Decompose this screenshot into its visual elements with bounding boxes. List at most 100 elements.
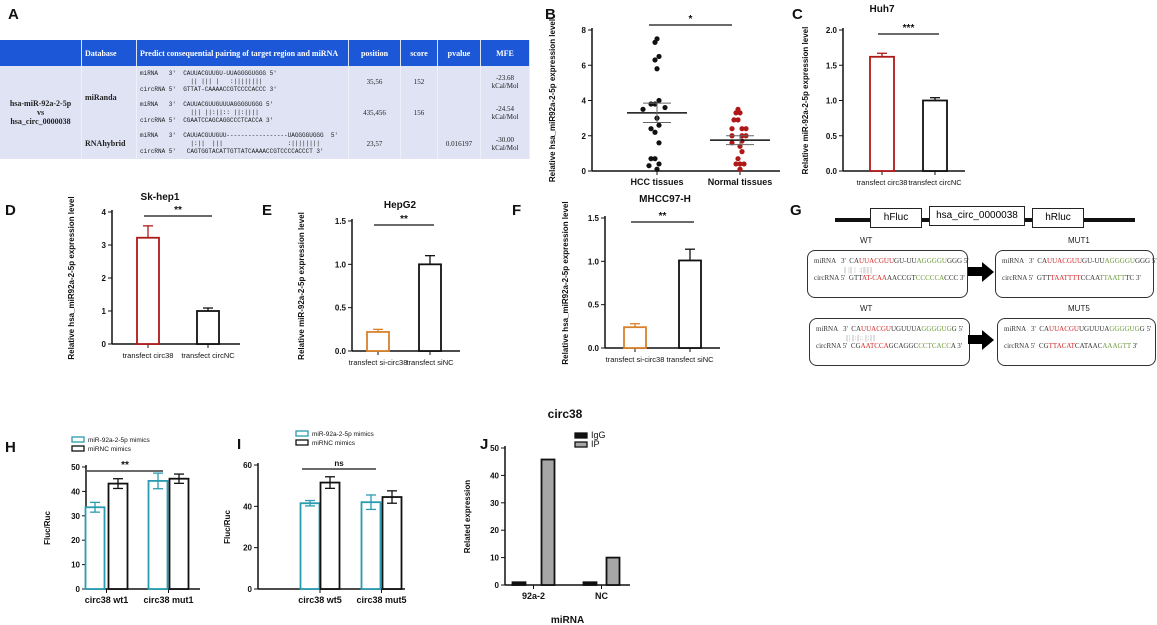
sequence-segment: TTAATT xyxy=(1099,274,1126,282)
bonds: ||| ||:||:: ||:|||| xyxy=(140,108,259,116)
database-rnahybrid: RNAhybrid xyxy=(81,128,137,159)
y-tick-label: 1.5 xyxy=(588,214,600,223)
arrow-icon xyxy=(968,335,983,344)
significance-label: ** xyxy=(659,211,667,222)
x-tick-label: circ38 wt1 xyxy=(85,595,129,605)
bar xyxy=(136,236,160,345)
y-tick-label: 10 xyxy=(71,561,80,570)
arrow-icon xyxy=(968,267,983,276)
y-tick-label: 2 xyxy=(582,132,587,141)
wt-card: miRNA 3' CAUUACGUUGU-UUAGGGGUGGG 5' || |… xyxy=(807,250,969,298)
data-point xyxy=(729,126,735,132)
arrow-head-icon xyxy=(982,330,994,350)
mirna-seq: miRNA 3' CAUUACGUUGU-UUAGGGGUGGG 5' xyxy=(140,69,277,77)
chart-title: MHCC97-H xyxy=(639,194,691,205)
mut-card: miRNA 3' CAUUACGUUGU-UUAGGGGUGGG 5' circR… xyxy=(995,250,1157,298)
bonds: || ||| | :|||||||| xyxy=(814,266,873,274)
significance-label: *** xyxy=(903,23,915,34)
bar xyxy=(319,481,341,590)
data-point xyxy=(656,122,662,128)
sequence-segment: miRNA 3' CA xyxy=(1002,257,1048,265)
y-tick-label: 30 xyxy=(490,499,499,508)
legend-label: miR-92a-2-5p mimics xyxy=(88,437,151,444)
panel-letter-d: D xyxy=(5,202,16,219)
sequence-segment: GGGGUG xyxy=(1109,325,1140,333)
bar xyxy=(84,506,106,590)
pairing-cell: miRNA 3' CAUUACGUUGUU-----------------UA… xyxy=(136,128,349,159)
data-point xyxy=(640,106,646,112)
sequence-segment: UUACGU xyxy=(861,325,891,333)
data-point xyxy=(652,57,658,63)
y-axis-label: Fluc/Ruc xyxy=(43,511,52,545)
data-point xyxy=(737,166,743,172)
x-tick-label: circ38 mut1 xyxy=(143,595,193,605)
bar xyxy=(360,501,382,590)
y-tick-label: 30 xyxy=(71,512,80,521)
x-tick-label: Normal tissues xyxy=(708,177,773,187)
data-point xyxy=(737,161,743,167)
panel-letter-g: G xyxy=(790,202,802,219)
circ-seq: circRNA 5' CGAATCCAGCAGGCCCTCACCA 3' xyxy=(140,116,274,124)
pvalue-cell xyxy=(437,97,481,128)
y-tick-label: 10 xyxy=(490,554,499,563)
y-tick-label: 6 xyxy=(582,61,587,70)
y-tick-label: 1.0 xyxy=(335,260,347,269)
panel-letter-f: F xyxy=(512,202,522,219)
sequence-segment: miRNA 3' CA xyxy=(1004,325,1050,333)
sequence-segment: UUACGUU xyxy=(1047,257,1083,265)
mut-mirna-seq: miRNA 3' CAUUACGUUGU-UUAGGGGUGGG 5' xyxy=(1002,256,1157,267)
chart-title: Huh7 xyxy=(870,4,895,15)
sequence-segment: CATAAC xyxy=(1074,342,1103,350)
panel-letter-e: E xyxy=(262,202,273,219)
wt-circ-seq: circRNA 5' CGAATCCAGCAGGCCCTCACCA 3' xyxy=(816,341,963,352)
significance-label: ** xyxy=(400,214,408,225)
y-axis-label: Fluc/Ruc xyxy=(223,510,232,544)
y-tick-label: 0 xyxy=(495,581,500,590)
y-tick-label: 40 xyxy=(490,471,499,480)
y-tick-label: 0 xyxy=(248,585,253,594)
bar xyxy=(168,477,190,590)
data-point xyxy=(739,126,745,132)
legend-label: IgG xyxy=(591,430,606,440)
x-tick-label: circ38 wt5 xyxy=(298,595,342,605)
chart-title: HepG2 xyxy=(384,200,417,211)
mirna-seq: miRNA 3' CAUUACGUUGUU-----------------UA… xyxy=(140,131,339,139)
circ-seq: circRNA 5' CAGTGGTACATTGTTATCAAAACCGTCCC… xyxy=(140,147,324,155)
significance-label: * xyxy=(689,14,693,25)
hfluc-box: hFluc xyxy=(870,208,922,228)
wt-mirna-seq: miRNA 3' CAUUACGUUGUUUAGGGGUGG 5' xyxy=(816,324,963,335)
sequence-segment: UGUUUA xyxy=(1078,325,1110,333)
bonds: |:|| ||| :|||||||| xyxy=(140,139,321,147)
legend-label: miRNC mimics xyxy=(88,446,132,453)
mirna-name: hsa-miR-92a-2-5p xyxy=(9,99,72,108)
score-cell: 152 xyxy=(400,66,438,97)
x-tick-label: transfect si-circ38 xyxy=(349,358,408,367)
sequence-segment: miRNA 3' CA xyxy=(816,325,862,333)
chart-j: 0 10 20 30 40 50 Related expression circ38 miRNA… xyxy=(463,407,630,625)
sequence-segment: G 5' xyxy=(951,325,964,333)
circ-box: hsa_circ_0000038 xyxy=(929,206,1025,226)
data-point xyxy=(743,126,749,132)
score-cell: 156 xyxy=(400,97,438,128)
panel-letter-j: J xyxy=(480,436,489,453)
header-database: Database xyxy=(81,40,137,66)
data-point xyxy=(737,110,743,116)
bar xyxy=(511,581,527,586)
mfe-cell: -24.54 kCal/Mol xyxy=(480,97,530,128)
legend-swatch xyxy=(71,436,85,443)
x-tick-label: transfect siNC xyxy=(406,358,454,367)
sequence-segment: miRNA 3' CA xyxy=(814,257,860,265)
data-point xyxy=(741,161,747,167)
sequence-segment: AATCCA xyxy=(860,342,889,350)
wt-mirna-seq: miRNA 3' CAUUACGUUGU-UUAGGGGUGGG 5' xyxy=(814,256,969,267)
data-point xyxy=(656,97,662,104)
y-axis-label: Related expression xyxy=(463,480,472,553)
bar xyxy=(299,502,321,590)
bar xyxy=(869,55,895,172)
chart-e: 0.0 0.5 1.0 1.5 Relative miR-92a-2-5p expres… xyxy=(297,200,460,367)
legend-swatch xyxy=(574,432,588,439)
chart-d: 0 1 2 3 4 Relative hsa_miR92a-2-5p expression… xyxy=(67,192,240,360)
data-point xyxy=(662,104,668,111)
sequence-segment: UUACGU xyxy=(1049,325,1079,333)
